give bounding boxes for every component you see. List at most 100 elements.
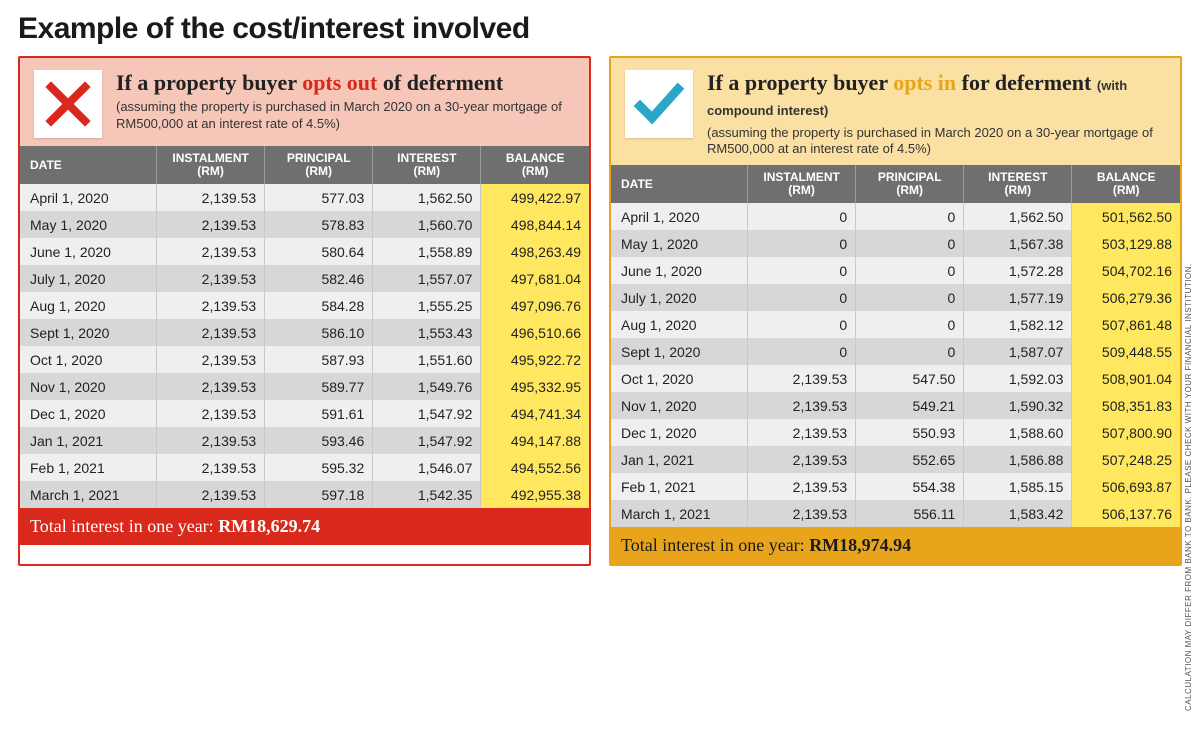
panel-out-header: If a property buyer opts out of defermen… <box>20 58 589 146</box>
cell-date: Sept 1, 2020 <box>20 319 157 346</box>
cell-date: Nov 1, 2020 <box>20 373 157 400</box>
cell-value: 2,139.53 <box>157 238 265 265</box>
cell-value: 554.38 <box>856 473 964 500</box>
column-header: INSTALMENT(RM) <box>157 146 265 184</box>
cell-date: Feb 1, 2021 <box>20 454 157 481</box>
cell-value: 1,542.35 <box>373 481 481 508</box>
cell-balance: 506,137.76 <box>1072 500 1180 527</box>
panel-out-header-text: If a property buyer opts out of defermen… <box>116 70 575 132</box>
cell-date: March 1, 2021 <box>20 481 157 508</box>
cell-value: 595.32 <box>265 454 373 481</box>
cell-value: 577.03 <box>265 184 373 211</box>
cell-value: 0 <box>748 338 856 365</box>
cell-value: 2,139.53 <box>748 473 856 500</box>
cell-value: 1,547.92 <box>373 400 481 427</box>
title-accent: opts in <box>893 70 956 95</box>
cell-value: 0 <box>856 338 964 365</box>
column-header: INSTALMENT(RM) <box>748 165 856 203</box>
table-row: June 1, 20202,139.53580.641,558.89498,26… <box>20 238 589 265</box>
column-header: BALANCE(RM) <box>481 146 589 184</box>
total-row-in: Total interest in one year: RM18,974.94 <box>611 527 1180 564</box>
cell-value: 582.46 <box>265 265 373 292</box>
cell-value: 586.10 <box>265 319 373 346</box>
cell-value: 1,585.15 <box>964 473 1072 500</box>
cell-balance: 501,562.50 <box>1072 203 1180 230</box>
table-row: June 1, 2020001,572.28504,702.16 <box>611 257 1180 284</box>
cell-value: 1,549.76 <box>373 373 481 400</box>
page-title: Example of the cost/interest involved <box>18 12 1182 46</box>
disclaimer-side-note: CALCULATION MAY DIFFER FROM BANK TO BANK… <box>1184 60 1198 711</box>
table-row: Sept 1, 2020001,587.07509,448.55 <box>611 338 1180 365</box>
cell-balance: 494,552.56 <box>481 454 589 481</box>
cell-value: 0 <box>748 203 856 230</box>
title-pre: If a property buyer <box>707 70 893 95</box>
cell-balance: 504,702.16 <box>1072 257 1180 284</box>
cell-value: 0 <box>856 311 964 338</box>
title-post: for deferment <box>956 70 1097 95</box>
cell-date: June 1, 2020 <box>611 257 748 284</box>
cell-date: April 1, 2020 <box>20 184 157 211</box>
column-header: DATE <box>20 146 157 184</box>
table-row: Feb 1, 20212,139.53554.381,585.15506,693… <box>611 473 1180 500</box>
cell-value: 1,546.07 <box>373 454 481 481</box>
cell-value: 1,562.50 <box>964 203 1072 230</box>
table-row: Sept 1, 20202,139.53586.101,553.43496,51… <box>20 319 589 346</box>
cell-value: 2,139.53 <box>157 400 265 427</box>
cell-balance: 503,129.88 <box>1072 230 1180 257</box>
cell-value: 1,577.19 <box>964 284 1072 311</box>
cell-value: 2,139.53 <box>157 346 265 373</box>
cell-value: 0 <box>856 230 964 257</box>
total-row-out: Total interest in one year: RM18,629.74 <box>20 508 589 545</box>
panel-out-title: If a property buyer opts out of defermen… <box>116 70 575 95</box>
cell-balance: 496,510.66 <box>481 319 589 346</box>
title-accent: opts out <box>302 70 377 95</box>
cell-date: Dec 1, 2020 <box>20 400 157 427</box>
cell-balance: 508,351.83 <box>1072 392 1180 419</box>
panel-in-header: If a property buyer opts in for defermen… <box>611 58 1180 165</box>
panels-container: If a property buyer opts out of defermen… <box>18 56 1182 566</box>
cell-balance: 495,332.95 <box>481 373 589 400</box>
table-row: Dec 1, 20202,139.53550.931,588.60507,800… <box>611 419 1180 446</box>
cell-value: 1,551.60 <box>373 346 481 373</box>
cell-date: Oct 1, 2020 <box>20 346 157 373</box>
cell-date: Jan 1, 2021 <box>20 427 157 454</box>
cell-value: 584.28 <box>265 292 373 319</box>
table-row: July 1, 2020001,577.19506,279.36 <box>611 284 1180 311</box>
cell-balance: 494,147.88 <box>481 427 589 454</box>
cell-date: Oct 1, 2020 <box>611 365 748 392</box>
cell-date: April 1, 2020 <box>611 203 748 230</box>
table-header-row: DATEINSTALMENT(RM)PRINCIPAL(RM)INTEREST(… <box>611 165 1180 203</box>
panel-opts-out: If a property buyer opts out of defermen… <box>18 56 591 566</box>
cell-balance: 492,955.38 <box>481 481 589 508</box>
cell-value: 1,588.60 <box>964 419 1072 446</box>
cell-value: 1,560.70 <box>373 211 481 238</box>
title-pre: If a property buyer <box>116 70 302 95</box>
table-row: Feb 1, 20212,139.53595.321,546.07494,552… <box>20 454 589 481</box>
table-row: Aug 1, 2020001,582.12507,861.48 <box>611 311 1180 338</box>
cell-value: 2,139.53 <box>157 481 265 508</box>
cell-value: 2,139.53 <box>157 265 265 292</box>
column-header: PRINCIPAL(RM) <box>856 165 964 203</box>
table-row: Oct 1, 20202,139.53547.501,592.03508,901… <box>611 365 1180 392</box>
cell-balance: 498,844.14 <box>481 211 589 238</box>
cell-value: 1,562.50 <box>373 184 481 211</box>
table-opts-in: DATEINSTALMENT(RM)PRINCIPAL(RM)INTEREST(… <box>611 165 1180 564</box>
cell-date: Aug 1, 2020 <box>20 292 157 319</box>
table-row: April 1, 2020001,562.50501,562.50 <box>611 203 1180 230</box>
cell-value: 0 <box>856 203 964 230</box>
column-header: PRINCIPAL(RM) <box>265 146 373 184</box>
cell-value: 591.61 <box>265 400 373 427</box>
cell-value: 580.64 <box>265 238 373 265</box>
cell-balance: 497,681.04 <box>481 265 589 292</box>
cell-balance: 509,448.55 <box>1072 338 1180 365</box>
table-row: Dec 1, 20202,139.53591.611,547.92494,741… <box>20 400 589 427</box>
total-amount: RM18,974.94 <box>809 535 911 555</box>
cell-value: 552.65 <box>856 446 964 473</box>
column-header: DATE <box>611 165 748 203</box>
table-header-row: DATEINSTALMENT(RM)PRINCIPAL(RM)INTEREST(… <box>20 146 589 184</box>
panel-in-title: If a property buyer opts in for defermen… <box>707 70 1166 121</box>
table-row: April 1, 20202,139.53577.031,562.50499,4… <box>20 184 589 211</box>
cell-value: 2,139.53 <box>157 373 265 400</box>
cell-value: 0 <box>748 230 856 257</box>
cell-balance: 507,800.90 <box>1072 419 1180 446</box>
